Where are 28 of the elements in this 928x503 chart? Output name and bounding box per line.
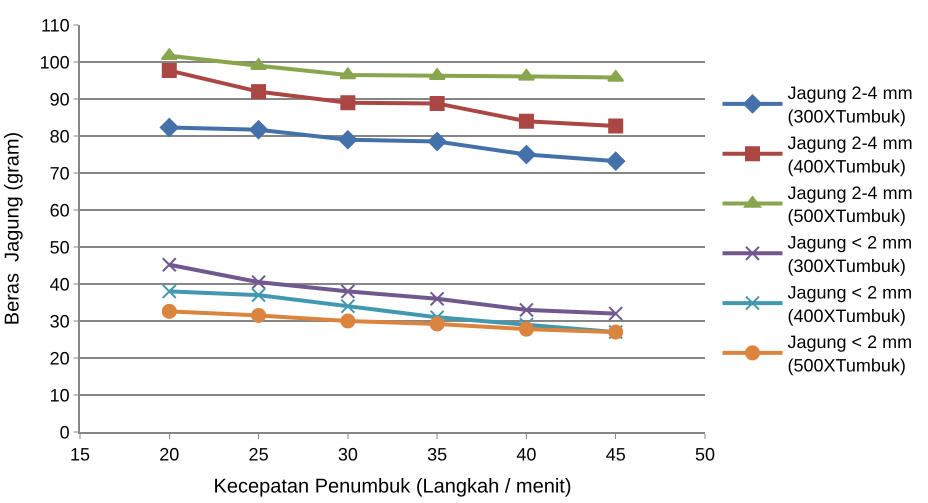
y-tick-label: 60 [50, 200, 70, 220]
x-tick-label: 15 [70, 444, 90, 464]
x-tick-label: 35 [427, 444, 448, 464]
legend-label: Jagung 2-4 mm (300XTumbuk) [788, 83, 913, 127]
legend-label: Jagung < 2 mm (400XTumbuk) [788, 282, 912, 326]
y-tick-label: 40 [50, 274, 70, 294]
y-axis-title: Beras Jagung (gram) [2, 132, 24, 326]
x-tick-label: 45 [606, 444, 626, 464]
y-tick-label: 10 [50, 385, 70, 406]
x-tick-label: 30 [338, 444, 358, 464]
y-tick-label: 30 [50, 311, 70, 332]
y-tick-label: 100 [40, 52, 70, 72]
y-tick-label: 80 [50, 126, 70, 146]
legend-label: Jagung < 2 mm (500XTumbuk) [788, 332, 912, 376]
x-tick-label: 50 [694, 444, 716, 464]
legend-label: Jagung < 2 mm (300XTumbuk) [788, 232, 912, 276]
y-tick-label: 50 [50, 237, 70, 258]
y-tick-label: 70 [50, 163, 70, 184]
x-tick-label: 40 [516, 444, 536, 464]
y-tick-label: 110 [40, 15, 70, 36]
x-tick-label: 20 [159, 444, 180, 464]
legend-label: Jagung 2-4 mm (400XTumbuk) [788, 133, 913, 176]
y-tick-label: 90 [50, 89, 70, 110]
y-tick-label: 20 [50, 348, 70, 368]
y-tick-label: 0 [60, 422, 70, 442]
x-tick-label: 25 [248, 444, 269, 464]
legend-label: Jagung 2-4 mm (500XTumbuk) [788, 182, 913, 226]
x-axis-title: Kecepatan Penumbuk (Langkah / menit) [214, 475, 572, 498]
